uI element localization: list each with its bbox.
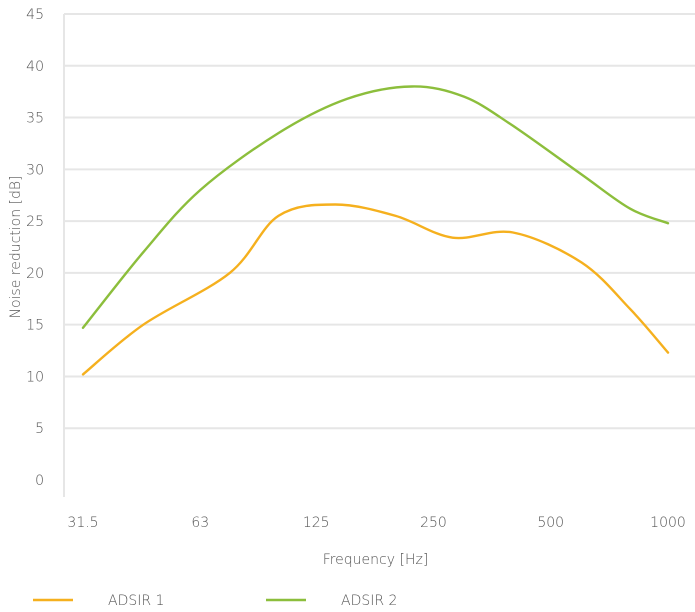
y-tick-label-8: 40: [26, 59, 44, 75]
grid-lines: [64, 13, 695, 430]
y-tick-label-5: 25: [26, 214, 44, 230]
legend-label-1: ADSIR 1: [108, 593, 164, 609]
legend-item-1: ADSIR 1: [33, 593, 164, 609]
series-line-adsir-1: [81, 203, 670, 376]
y-tick-label-4: 20: [26, 266, 44, 282]
y-tick-label-9: 45: [26, 7, 44, 23]
y-tick-label-2: 10: [26, 369, 44, 385]
x-tick-label-3: 250: [420, 515, 447, 531]
x-axis-title: Frequency [Hz]: [323, 552, 429, 568]
x-tick-labels: 31.5 63 125 250 500 1000: [67, 515, 685, 531]
legend-item-2: ADSIR 2: [266, 593, 397, 609]
y-tick-label-0: 0: [35, 473, 44, 489]
x-tick-label-1: 63: [191, 515, 209, 531]
y-tick-label-6: 30: [26, 162, 44, 178]
series-lines: [81, 85, 670, 376]
y-tick-label-1: 5: [35, 421, 44, 437]
x-tick-label-5: 1000: [650, 515, 686, 531]
x-tick-label-2: 125: [303, 515, 330, 531]
x-tick-label-0: 31.5: [67, 515, 98, 531]
y-tick-label-3: 15: [26, 318, 44, 334]
y-tick-labels: 0 5 10 15 20 25 30 35 40 45: [26, 7, 44, 489]
y-axis-title: Noise reduction [dB]: [8, 175, 24, 318]
legend-label-2: ADSIR 2: [341, 593, 397, 609]
y-tick-label-7: 35: [26, 111, 44, 127]
x-tick-label-4: 500: [537, 515, 564, 531]
legend: ADSIR 1 ADSIR 2: [33, 593, 397, 609]
series-line-adsir-2: [81, 85, 670, 329]
